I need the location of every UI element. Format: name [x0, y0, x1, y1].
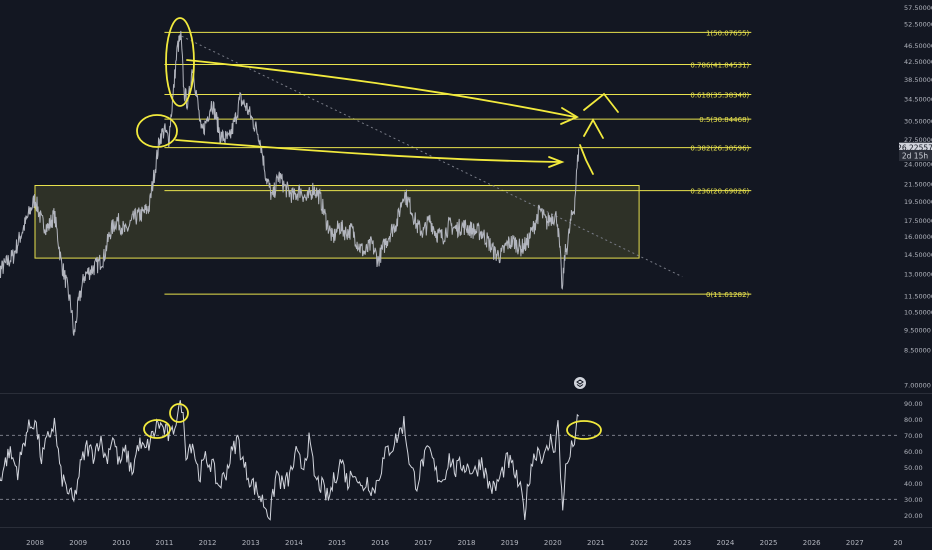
earlier-high-circle	[136, 114, 178, 148]
price-series-line	[0, 30, 580, 336]
fib-level-label: 0.382(26.30596)	[690, 145, 749, 153]
countdown-label: 2d 15h	[902, 152, 928, 161]
curve-arrow-upper	[186, 59, 576, 118]
price-tick-label: 17.50000	[904, 217, 932, 225]
price-tick-label: 30.50000	[904, 118, 932, 126]
price-tick-label: 13.00000	[904, 270, 932, 278]
oscillator-tick-label: 30.00	[904, 496, 923, 504]
price-tick-label: 16.00000	[904, 233, 932, 241]
time-tick-label: 2016	[371, 539, 389, 547]
time-tick-label: 2025	[760, 539, 778, 547]
price-tick-label: 8.50000	[904, 347, 931, 355]
time-tick-label: 2012	[199, 539, 217, 547]
price-tick-label: 46.50000	[904, 42, 932, 50]
time-tick-label: 2018	[458, 539, 476, 547]
peak-circle	[165, 17, 195, 107]
time-tick-label: 2026	[803, 539, 821, 547]
price-tick-label: 21.50000	[904, 180, 932, 188]
time-axis[interactable]: 2008 2009 2010 2011 2012 2013 2014 2015 2016 2017…	[26, 539, 902, 547]
time-tick-label: 2011	[156, 539, 174, 547]
price-tick-label: 7.00000	[904, 381, 931, 389]
fib-level-label: 0(11.61282)	[706, 291, 750, 299]
fib-level-label: 0.786(41.84531)	[690, 61, 749, 69]
oscillator-tick-label: 20.00	[904, 512, 923, 520]
oscillator-tick-label: 70.00	[904, 432, 923, 440]
time-tick-label: 2027	[846, 539, 864, 547]
price-tick-label: 52.50000	[904, 20, 932, 28]
time-tick-label: 2013	[242, 539, 260, 547]
price-tick-label: 34.50000	[904, 96, 932, 104]
time-tick-label: 2009	[69, 539, 87, 547]
time-tick-label: 2015	[328, 539, 346, 547]
osc-circle-2	[169, 403, 189, 423]
fib-level-label: 0.236(20.69026)	[690, 188, 749, 196]
time-tick-label: 2022	[630, 539, 648, 547]
oscillator-tick-label: 50.00	[904, 464, 923, 472]
price-tick-label: 10.50000	[904, 309, 932, 317]
last-price-tag: 26.22557 2d 15h	[897, 142, 932, 161]
arrowhead-lower	[548, 156, 565, 168]
price-tick-label: 24.00000	[904, 161, 932, 169]
fib-level-label: 1(50.07655)	[706, 29, 750, 37]
price-tick-label: 42.50000	[904, 58, 932, 66]
time-tick-label: 2014	[285, 539, 303, 547]
oscillator-annotations	[143, 403, 602, 440]
fib-level-label: 0.5(30.84468)	[699, 116, 749, 124]
time-tick-label: 2019	[501, 539, 519, 547]
time-tick-label: 20	[894, 539, 903, 547]
oscillator-tick-label: 40.00	[904, 480, 923, 488]
price-tick-label: 27.50000	[904, 136, 932, 144]
price-tick-label: 38.50000	[904, 76, 932, 84]
curve-arrow-lower	[175, 139, 561, 163]
zigzag-mid	[583, 118, 604, 139]
oscillator-series-line	[0, 400, 580, 521]
oscillator-tick-label: 80.00	[904, 416, 923, 424]
oscillator-tick-label: 90.00	[904, 400, 923, 408]
zigzag-down	[579, 144, 594, 175]
time-tick-label: 2020	[544, 539, 562, 547]
osc-circle-3	[566, 420, 602, 440]
drawing-annotations	[136, 17, 619, 175]
price-tick-label: 11.50000	[904, 292, 932, 300]
time-tick-label: 2010	[112, 539, 130, 547]
price-axis[interactable]: 7.00000 8.50000 9.50000 10.50000 11.50000 13.…	[904, 4, 932, 389]
osc-circle-1	[143, 419, 171, 439]
price-tick-label: 57.50000	[904, 4, 932, 12]
time-tick-label: 2023	[673, 539, 691, 547]
oscillator-axis[interactable]: 20.00 30.00 40.00 50.00 60.00 70.00 80.00 90.00	[904, 400, 923, 520]
zigzag-up	[583, 92, 619, 113]
time-tick-label: 2008	[26, 539, 44, 547]
last-price-label: 26.22557	[897, 144, 932, 153]
oscillator-tick-label: 60.00	[904, 448, 923, 456]
price-tick-label: 19.50000	[904, 198, 932, 206]
time-tick-label: 2017	[414, 539, 432, 547]
layers-icon[interactable]	[574, 377, 586, 389]
time-tick-label: 2024	[716, 539, 734, 547]
price-pane: 1(50.07655) 0.786(41.84531) 0.618(35.38340…	[0, 4, 932, 389]
fib-level-label: 0.618(35.38340)	[690, 92, 749, 100]
arrowhead-upper	[560, 107, 579, 125]
time-tick-label: 2021	[587, 539, 605, 547]
price-tick-label: 14.50000	[904, 251, 932, 259]
price-tick-label: 9.50000	[904, 327, 931, 335]
oscillator-pane: 20.00 30.00 40.00 50.00 60.00 70.00 80.00 90.00	[0, 400, 923, 521]
